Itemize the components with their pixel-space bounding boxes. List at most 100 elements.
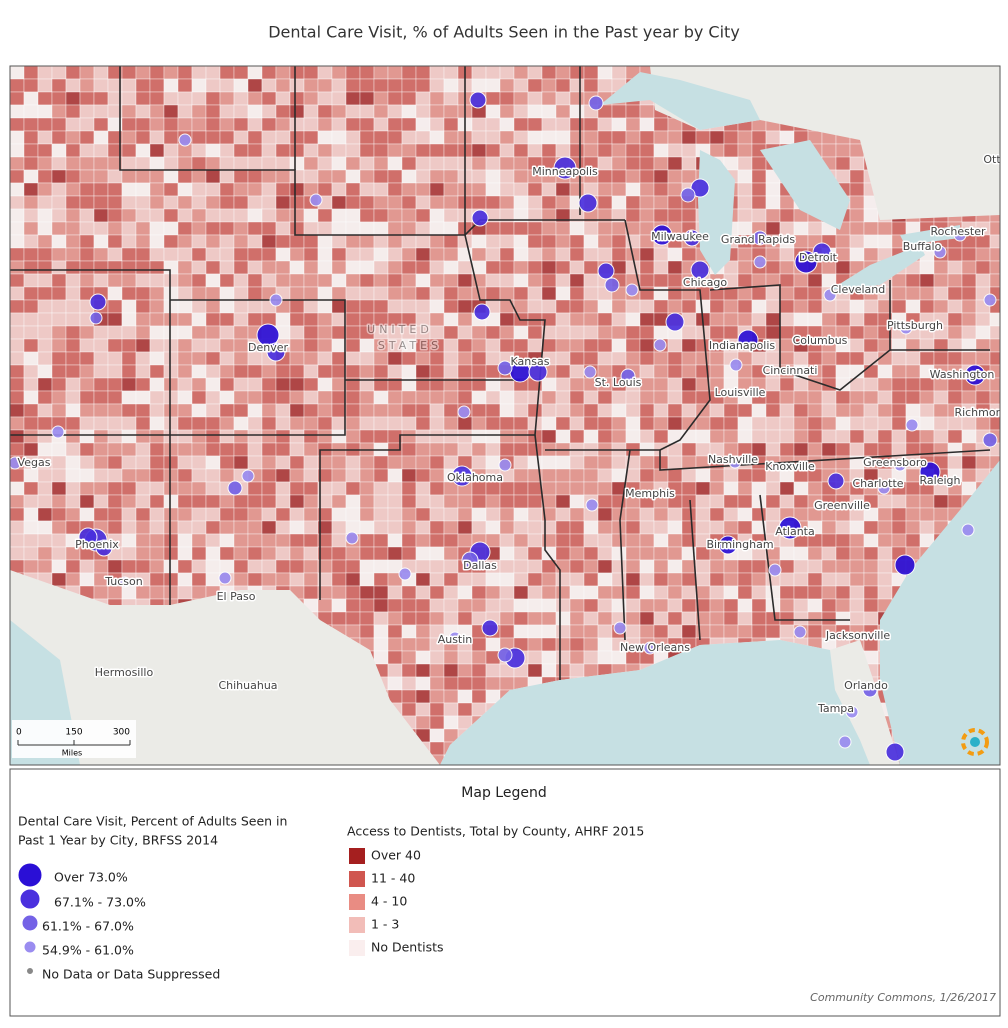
county [555,325,571,340]
county [667,624,683,639]
county [723,299,739,314]
county [163,221,179,236]
county [79,182,95,197]
county [499,494,515,509]
county [107,325,123,340]
county [527,455,543,470]
county [65,390,81,405]
city-marker [894,554,916,576]
county [401,91,417,106]
county [317,325,333,340]
place-label: Dallas [463,559,497,572]
county [639,286,655,301]
county [639,559,655,574]
county [415,676,431,691]
county [485,286,501,301]
county [681,429,697,444]
county [79,221,95,236]
county [471,78,487,93]
county [653,143,669,158]
county [821,364,837,379]
county [485,351,501,366]
county [303,66,319,80]
county [597,312,613,327]
county [79,247,95,262]
county [499,169,515,184]
county [387,247,403,262]
county [723,156,739,171]
county [233,286,249,301]
county [261,364,277,379]
county [947,286,963,301]
county [205,286,221,301]
county [709,468,725,483]
county [289,299,305,314]
county [429,715,445,730]
county [779,195,795,210]
county [625,429,641,444]
county [583,234,599,249]
county [513,325,529,340]
county [555,611,571,626]
county [37,104,53,119]
county [149,91,165,106]
county [401,481,417,496]
county [37,91,53,106]
county [51,66,67,80]
city-marker [269,293,283,307]
county [583,650,599,665]
county [65,66,81,80]
county [65,338,81,353]
county [597,507,613,522]
county [289,247,305,262]
county [359,338,375,353]
county [121,221,137,236]
county [653,299,669,314]
county [345,221,361,236]
county [779,572,795,587]
county [191,377,207,392]
county [37,260,53,275]
county [821,611,837,626]
county [597,66,613,80]
county [93,143,109,158]
county [639,312,655,327]
county [597,481,613,496]
county [149,66,165,80]
county [79,403,95,418]
county [359,546,375,561]
county [471,663,487,678]
county [191,403,207,418]
county [359,273,375,288]
county [401,637,417,652]
county [177,286,193,301]
county [10,117,25,132]
county [317,416,333,431]
county [331,273,347,288]
county [121,377,137,392]
county [149,286,165,301]
county [177,455,193,470]
county [149,403,165,418]
county [597,416,613,431]
county [947,351,963,366]
county [737,559,753,574]
county [261,208,277,223]
place-label: STATES [378,339,442,352]
county [23,377,39,392]
county [275,442,291,457]
county [583,455,599,470]
county [107,455,123,470]
county [751,312,767,327]
county [331,325,347,340]
county [23,66,39,80]
county [177,247,193,262]
county [653,377,669,392]
county [289,494,305,509]
county [541,572,557,587]
county [667,520,683,535]
county [569,234,585,249]
county [891,390,907,405]
county [499,66,515,80]
county [261,390,277,405]
